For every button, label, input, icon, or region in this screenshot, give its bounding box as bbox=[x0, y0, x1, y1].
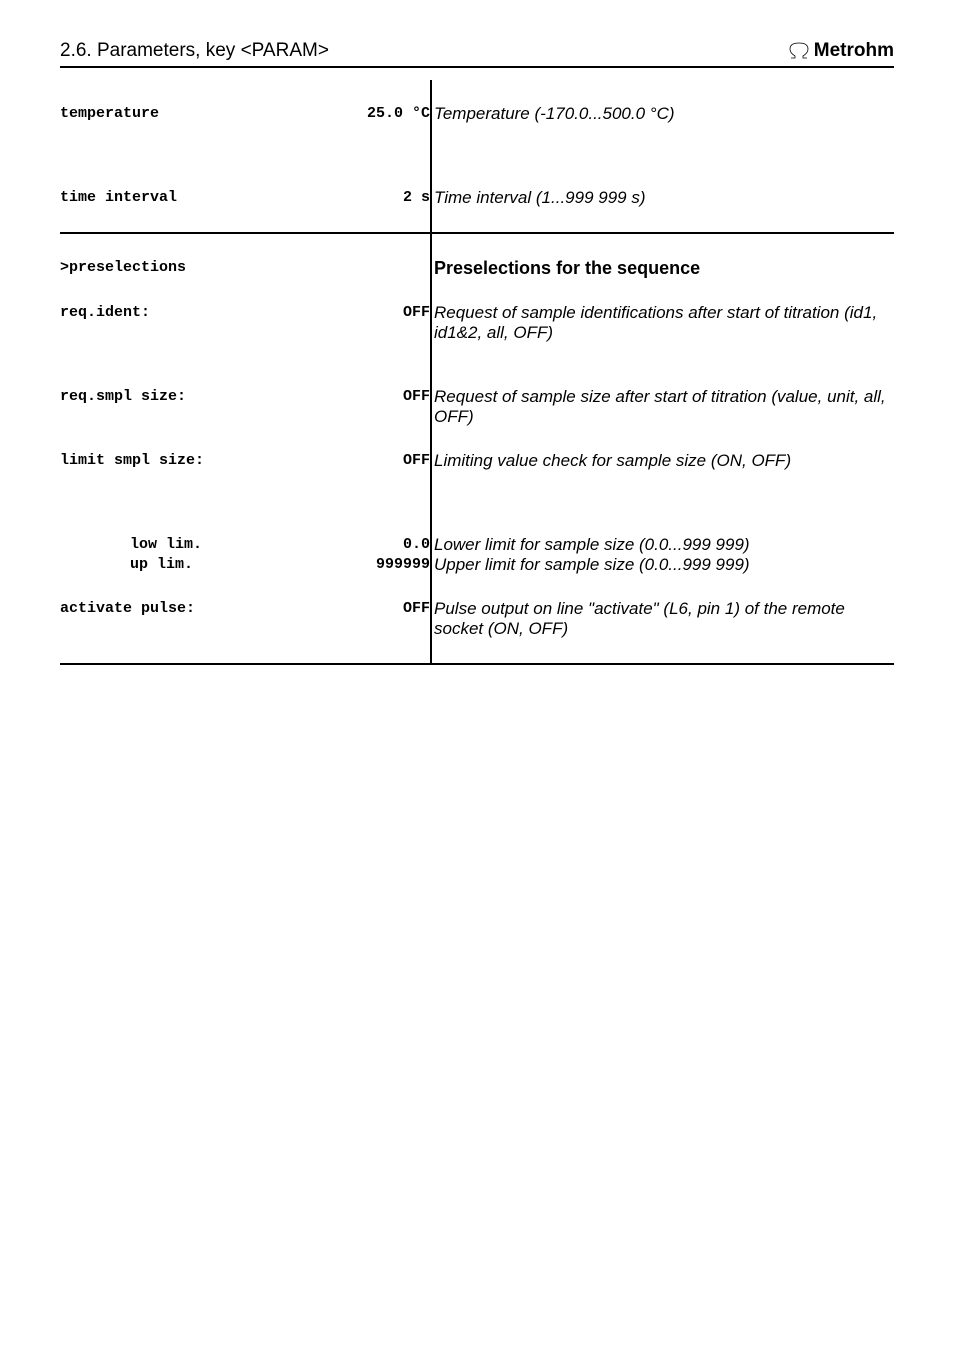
section-desc: Preselections for the sequence bbox=[434, 258, 700, 278]
param-label: time interval bbox=[60, 189, 177, 206]
param-desc: Request of sample identifications after … bbox=[434, 303, 877, 342]
row-preselections: >preselections Preselections for the seq… bbox=[60, 258, 894, 279]
parameter-table: temperature 25.0 °C Temperature (-170.0.… bbox=[60, 80, 894, 665]
param-label: temperature bbox=[60, 105, 159, 122]
param-label: req.smpl size: bbox=[60, 388, 186, 405]
section-label: >preselections bbox=[60, 259, 186, 276]
param-desc: Temperature (-170.0...500.0 °C) bbox=[434, 104, 675, 123]
param-value: OFF bbox=[403, 304, 430, 321]
param-label: activate pulse: bbox=[60, 600, 195, 617]
param-desc: Pulse output on line "activate" (L6, pin… bbox=[434, 599, 845, 638]
omega-icon bbox=[788, 42, 810, 60]
param-value: 25.0 °C bbox=[367, 105, 430, 122]
page-header: 2.6. Parameters, key <PARAM> Metrohm bbox=[60, 40, 894, 68]
param-label: up lim. bbox=[130, 556, 193, 573]
row-req-smpl-size: req.smpl size: OFF Request of sample siz… bbox=[60, 387, 894, 427]
param-value: 2 s bbox=[403, 189, 430, 206]
row-activate-pulse: activate pulse: OFF Pulse output on line… bbox=[60, 599, 894, 639]
param-value: 0.0 bbox=[403, 536, 430, 553]
param-label: limit smpl size: bbox=[60, 452, 204, 469]
param-desc: Request of sample size after start of ti… bbox=[434, 387, 886, 426]
header-section-title: 2.6. Parameters, key <PARAM> bbox=[60, 40, 329, 62]
row-limit-smpl-size: limit smpl size: OFF Limiting value chec… bbox=[60, 451, 894, 471]
row-req-ident: req.ident: OFF Request of sample identif… bbox=[60, 303, 894, 343]
brand-name: Metrohm bbox=[814, 40, 894, 62]
param-desc: Limiting value check for sample size (ON… bbox=[434, 451, 791, 470]
param-desc: Lower limit for sample size (0.0...999 9… bbox=[434, 535, 750, 554]
row-time-interval: time interval 2 s Time interval (1...999… bbox=[60, 188, 894, 208]
param-value: OFF bbox=[403, 388, 430, 405]
param-value: OFF bbox=[403, 452, 430, 469]
param-value: OFF bbox=[403, 600, 430, 617]
param-desc: Upper limit for sample size (0.0...999 9… bbox=[434, 555, 750, 574]
row-low-lim: low lim. 0.0 Lower limit for sample size… bbox=[60, 535, 894, 555]
param-value: 999999 bbox=[376, 556, 430, 573]
row-temperature: temperature 25.0 °C Temperature (-170.0.… bbox=[60, 104, 894, 124]
param-label: low lim. bbox=[130, 536, 202, 553]
param-label: req.ident: bbox=[60, 304, 150, 321]
brand-logo: Metrohm bbox=[788, 40, 894, 62]
param-desc: Time interval (1...999 999 s) bbox=[434, 188, 646, 207]
row-up-lim: up lim. 999999 Upper limit for sample si… bbox=[60, 555, 894, 575]
